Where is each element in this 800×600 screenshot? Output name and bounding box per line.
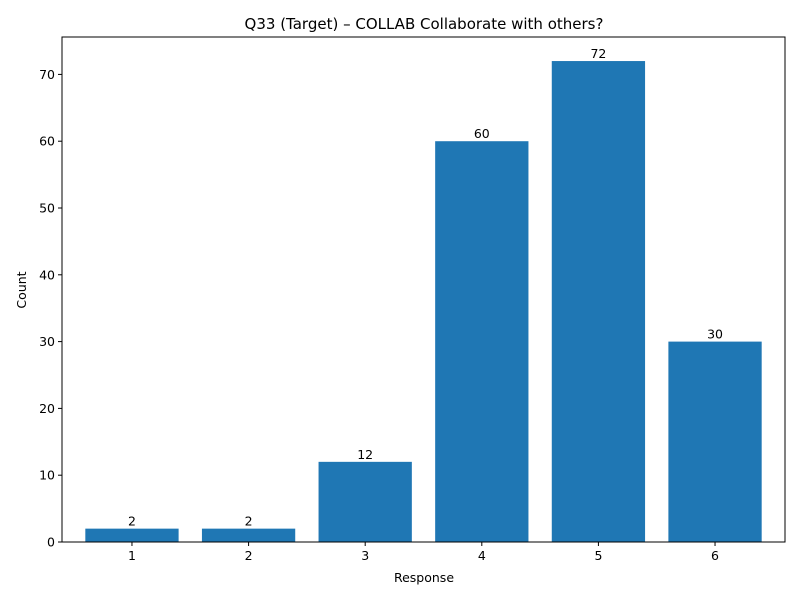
bar-5 [551, 61, 646, 543]
data-label-3: 12 [357, 447, 373, 462]
x-axis-label: Response [394, 570, 454, 585]
data-labels-group: 2 2 12 60 72 30 [128, 46, 723, 529]
bar-1 [85, 528, 179, 542]
y-tick-label-10: 10 [39, 468, 55, 483]
y-tick-label-0: 0 [47, 535, 55, 550]
bar-6 [668, 341, 762, 542]
x-tick-label-4: 4 [478, 548, 486, 563]
y-axis-label: Count [14, 271, 29, 308]
data-label-4: 60 [474, 126, 490, 141]
x-tick-label-2: 2 [245, 548, 253, 563]
x-tick-label-3: 3 [361, 548, 369, 563]
y-axis-ticks: 0 10 20 30 40 50 60 70 [39, 67, 62, 550]
bar-2 [201, 528, 296, 542]
bar-3 [318, 461, 412, 542]
data-label-6: 30 [707, 327, 723, 342]
y-tick-label-70: 70 [39, 67, 55, 82]
plot-area-frame [61, 36, 786, 543]
y-tick-label-60: 60 [39, 134, 55, 149]
data-label-5: 72 [590, 46, 606, 61]
x-axis-ticks: 1 2 3 4 5 6 [128, 542, 719, 563]
y-tick-label-30: 30 [39, 334, 55, 349]
x-tick-label-1: 1 [128, 548, 136, 563]
chart-title: Q33 (Target) – COLLAB Collaborate with o… [245, 15, 604, 33]
data-label-2: 2 [245, 514, 253, 529]
y-tick-label-50: 50 [39, 201, 55, 216]
x-tick-label-5: 5 [594, 548, 602, 563]
x-tick-label-6: 6 [711, 548, 719, 563]
y-tick-label-20: 20 [39, 401, 55, 416]
bars-group [85, 61, 762, 543]
y-tick-label-40: 40 [39, 267, 55, 282]
bar-4 [435, 141, 529, 542]
data-label-1: 2 [128, 514, 136, 529]
